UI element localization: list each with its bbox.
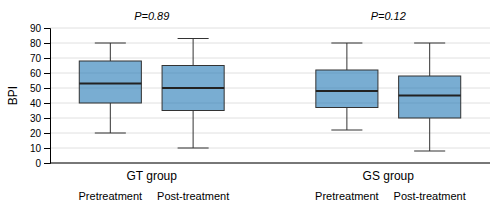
labels: P=0.89 GT group Pretreatment Post-treatment…	[79, 10, 466, 202]
median	[79, 83, 141, 85]
median	[316, 90, 378, 92]
y-tick-label: 80	[30, 38, 42, 49]
y-tick-mark	[44, 28, 50, 29]
y-axis-title: BPI	[6, 86, 20, 105]
lower-whisker	[346, 108, 347, 131]
grid	[50, 28, 490, 163]
y-tick: 0	[35, 158, 50, 169]
box-body	[79, 61, 141, 103]
y-tick: 10	[30, 143, 50, 154]
box-body	[316, 70, 378, 108]
lower-cap	[331, 130, 362, 131]
boxes	[79, 39, 460, 152]
grid-line	[50, 28, 490, 29]
grid-line	[50, 163, 490, 164]
y-tick: 20	[30, 128, 50, 139]
box	[79, 43, 141, 133]
y-tick-mark	[44, 43, 50, 44]
box	[316, 43, 378, 130]
upper-cap	[95, 43, 126, 44]
upper-whisker	[429, 43, 430, 76]
y-tick-mark	[44, 163, 50, 164]
y-tick-label: 40	[30, 98, 42, 109]
p-value: P=0.89	[134, 10, 169, 22]
box	[162, 39, 224, 149]
box-body	[399, 76, 461, 118]
lower-whisker	[110, 103, 111, 133]
y-tick-label: 0	[35, 158, 41, 169]
grid-line	[50, 133, 490, 134]
y-tick: 30	[30, 113, 50, 124]
grid-line	[50, 43, 490, 44]
grid-line	[50, 58, 490, 59]
y-tick-label: 70	[30, 53, 42, 64]
y-tick-mark	[44, 88, 50, 89]
y-tick-mark	[44, 103, 50, 104]
y-tick: 40	[30, 98, 50, 109]
y-axis: 0 10 20 30 40 50 60 70 80 90	[30, 23, 51, 169]
upper-cap	[178, 38, 209, 39]
y-tick-mark	[44, 118, 50, 119]
box-label: Pretreatment	[79, 190, 143, 202]
y-tick-label: 90	[30, 23, 42, 34]
y-tick-mark	[44, 73, 50, 74]
median	[162, 87, 224, 89]
y-tick-label: 50	[30, 83, 42, 94]
y-axis-line	[44, 29, 51, 164]
y-tick: 90	[30, 23, 50, 34]
upper-cap	[414, 43, 445, 44]
y-tick-mark	[44, 148, 50, 149]
y-tick-mark	[44, 133, 50, 134]
lower-cap	[414, 151, 445, 152]
y-tick: 50	[30, 83, 50, 94]
y-tick-label: 60	[30, 68, 42, 79]
median	[399, 95, 461, 97]
chart-container: 0 10 20 30 40 50 60 70 80 90 BPI P=0.89 GT group Pret…	[0, 0, 500, 213]
upper-whisker	[110, 43, 111, 61]
y-tick: 80	[30, 38, 50, 49]
upper-cap	[331, 43, 362, 44]
lower-whisker	[193, 111, 194, 149]
lower-whisker	[429, 118, 430, 151]
y-tick-label: 30	[30, 113, 42, 124]
y-tick: 60	[30, 68, 50, 79]
upper-whisker	[193, 39, 194, 66]
chart: 0 10 20 30 40 50 60 70 80 90 BPI P=0.89 GT group Pret…	[0, 0, 500, 213]
y-tick-label: 10	[30, 143, 42, 154]
box-label: Post-treatment	[394, 190, 466, 202]
y-tick-label: 20	[30, 128, 42, 139]
x-axis-line	[50, 163, 490, 164]
group-label: GT group	[126, 169, 177, 183]
lower-cap	[178, 148, 209, 149]
box-label: Pretreatment	[315, 190, 379, 202]
box-body	[162, 66, 224, 111]
y-tick-mark	[44, 58, 50, 59]
grid-line	[50, 148, 490, 149]
lower-cap	[95, 133, 126, 134]
p-value: P=0.12	[371, 10, 406, 22]
box	[399, 43, 461, 151]
box-label: Post-treatment	[157, 190, 229, 202]
group-label: GS group	[363, 169, 415, 183]
y-tick: 70	[30, 53, 50, 64]
upper-whisker	[346, 43, 347, 70]
